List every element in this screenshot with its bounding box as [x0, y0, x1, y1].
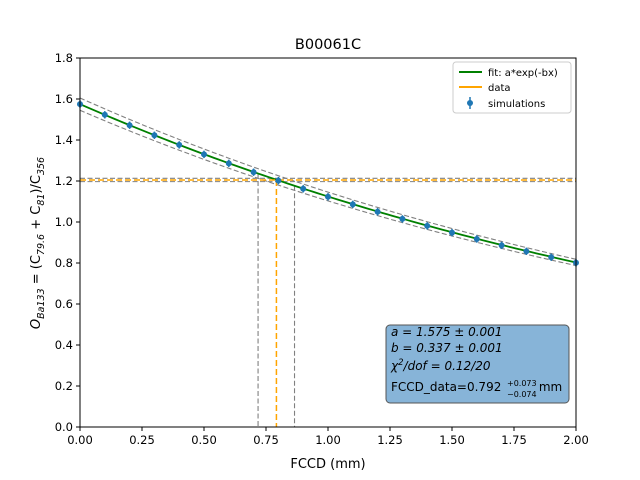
simulation-point	[176, 141, 183, 149]
y-tick-label: 1.4	[55, 133, 73, 147]
info-fccd-unit: mm	[535, 380, 562, 394]
simulation-point	[548, 253, 555, 261]
x-tick-label: 2.00	[563, 433, 589, 447]
simulation-point	[325, 193, 331, 201]
x-tick-label: 0.00	[67, 433, 93, 447]
simulation-marker	[201, 151, 207, 158]
info-fccd-minus: −0.074	[507, 390, 537, 399]
simulation-point	[201, 150, 207, 159]
y-tick-label: 1.6	[55, 92, 73, 106]
info-chi-main: χ	[390, 359, 399, 373]
simulation-point	[151, 131, 158, 139]
info-box: a = 1.575 ± 0.001 b = 0.337 ± 0.001 χ2/d…	[385, 324, 570, 404]
simulation-marker	[151, 132, 158, 139]
fit-lower-band	[80, 109, 576, 267]
simulation-point	[399, 215, 406, 223]
y-label-sub3: 356	[36, 157, 47, 175]
y-tick-label: 0.6	[55, 297, 73, 311]
y-axis: 0.0 0.2 0.4 0.6 0.8 1.0 1.2 1.4 1.6 1.8	[55, 51, 80, 434]
simulation-point	[101, 111, 108, 119]
y-label-sub1: 79.6	[36, 234, 47, 255]
simulation-marker	[325, 193, 331, 200]
info-box-background	[385, 324, 570, 404]
info-fccd-plus: +0.073	[507, 379, 537, 388]
y-tick-label: 1.0	[55, 215, 73, 229]
simulation-marker	[523, 248, 530, 255]
simulation-marker	[225, 160, 232, 167]
simulation-marker	[176, 141, 183, 148]
fit-upper-band	[80, 97, 576, 260]
simulation-point	[374, 208, 381, 216]
info-fccd-prefix: FCCD_data=0.792	[391, 380, 501, 394]
x-tick-label: 0.50	[191, 433, 217, 447]
simulation-marker	[101, 111, 108, 118]
y-tick-label: 0.4	[55, 338, 73, 352]
simulation-marker	[300, 185, 307, 192]
chart-title: B00061C	[295, 37, 361, 53]
simulation-marker	[498, 242, 505, 249]
info-chi-rest: /dof = 0.12/20	[403, 359, 491, 373]
simulation-marker	[349, 201, 356, 208]
x-tick-label: 1.00	[315, 433, 341, 447]
simulation-point	[300, 185, 307, 193]
simulation-marker	[449, 229, 455, 236]
y-axis-label: OBa133 = (C79.6 + C81)/C356	[29, 157, 47, 329]
simulation-marker	[473, 236, 480, 243]
simulation-marker	[399, 215, 406, 222]
simulation-point	[449, 228, 455, 237]
simulation-point	[424, 222, 431, 230]
legend-simulations-label: simulations	[488, 99, 545, 110]
info-a: a = 1.575 ± 0.001	[391, 325, 502, 339]
y-label-rest1: = (C	[29, 255, 44, 288]
y-label-main: O	[29, 319, 44, 329]
x-axis: 0.00 0.25 0.50 0.75 1.00 1.25 1.50 1.75 2.00	[67, 427, 589, 447]
info-fccd: FCCD_data=0.792	[391, 380, 501, 394]
simulation-point	[498, 241, 505, 250]
x-tick-label: 0.75	[253, 433, 279, 447]
x-axis-label: FCCD (mm)	[290, 457, 365, 472]
curves-group	[80, 97, 576, 427]
simulation-point	[523, 247, 530, 256]
y-tick-label: 1.2	[55, 174, 73, 188]
simulation-marker	[126, 122, 133, 129]
simulation-points	[77, 100, 579, 267]
simulation-point	[275, 176, 282, 185]
legend: fit: a*exp(-bx) data simulations	[452, 61, 572, 114]
legend-data-label: data	[488, 83, 511, 94]
y-tick-label: 0.0	[55, 420, 73, 434]
legend-frame	[452, 61, 572, 114]
y-label-main-sub: Ba133	[36, 288, 47, 318]
x-tick-label: 1.75	[501, 433, 527, 447]
x-tick-label: 0.25	[129, 433, 155, 447]
simulation-point	[473, 235, 480, 243]
y-label-rest3: )/C	[29, 175, 44, 194]
y-tick-label: 0.8	[55, 256, 73, 270]
simulation-marker	[548, 254, 555, 261]
x-tick-label: 1.50	[439, 433, 465, 447]
plot-area	[77, 57, 579, 428]
simulation-marker	[424, 222, 431, 229]
legend-simulations-marker	[467, 100, 473, 106]
info-chi2: χ2/dof = 0.12/20	[390, 358, 491, 373]
y-label-sub2: 81	[36, 194, 47, 206]
simulation-point	[225, 159, 232, 168]
legend-simulations-swatch	[467, 97, 473, 109]
simulation-point	[126, 121, 133, 129]
simulation-point	[250, 168, 257, 176]
y-tick-label: 1.8	[55, 51, 73, 65]
y-label-rest2: + C	[29, 206, 44, 234]
simulation-point	[349, 200, 356, 209]
simulation-marker	[250, 169, 257, 176]
info-chi-sup: 2	[398, 358, 403, 368]
info-b: b = 0.337 ± 0.001	[391, 341, 503, 355]
simulation-marker	[374, 208, 381, 215]
simulation-marker	[275, 177, 282, 184]
legend-fit-label: fit: a*exp(-bx)	[488, 68, 558, 79]
x-tick-label: 1.25	[377, 433, 403, 447]
y-tick-label: 0.2	[55, 379, 73, 393]
